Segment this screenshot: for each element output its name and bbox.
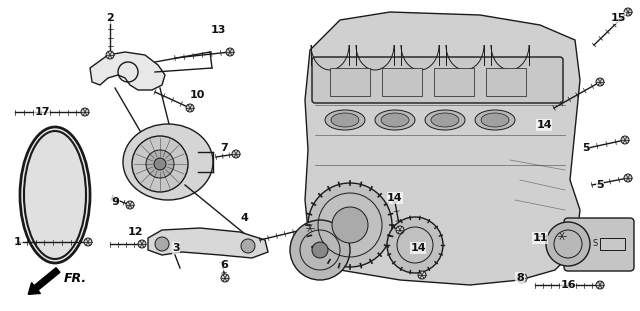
Text: 11: 11 [532,233,548,243]
Text: S: S [593,239,598,248]
Text: 5: 5 [582,143,590,153]
Bar [330,68,370,96]
Ellipse shape [481,113,509,127]
Text: 2: 2 [106,13,114,23]
Ellipse shape [475,110,515,130]
Circle shape [418,271,426,279]
Circle shape [312,242,328,258]
Circle shape [186,104,194,112]
Text: 14: 14 [387,193,403,203]
Polygon shape [90,52,165,90]
Text: 5: 5 [596,180,604,190]
Text: 1: 1 [14,237,22,247]
Circle shape [221,274,229,282]
Text: 13: 13 [211,25,226,35]
Ellipse shape [381,113,409,127]
Circle shape [546,222,590,266]
Text: 12: 12 [127,227,143,237]
Ellipse shape [123,124,213,200]
Circle shape [332,207,368,243]
FancyBboxPatch shape [564,218,634,271]
Circle shape [558,232,566,240]
Circle shape [306,224,314,232]
Text: 10: 10 [189,90,205,100]
Circle shape [308,183,392,267]
FancyBboxPatch shape [312,57,563,103]
Ellipse shape [22,129,88,261]
Circle shape [621,136,629,144]
Circle shape [81,108,89,116]
Circle shape [154,158,166,170]
Circle shape [226,48,234,56]
Text: 14: 14 [410,243,426,253]
Circle shape [596,281,604,289]
Text: 17: 17 [35,107,50,117]
Text: 15: 15 [611,13,626,23]
Circle shape [106,51,114,59]
Text: 4: 4 [240,213,248,223]
Circle shape [126,201,134,209]
Circle shape [132,136,188,192]
Text: 14: 14 [536,120,552,130]
Circle shape [596,78,604,86]
Circle shape [241,239,255,253]
Text: 9: 9 [111,197,119,207]
Text: 7: 7 [220,143,228,153]
Circle shape [517,273,527,283]
Ellipse shape [375,110,415,130]
Text: 16: 16 [560,280,576,290]
Bar [434,68,474,96]
Ellipse shape [425,110,465,130]
FancyArrow shape [28,268,60,294]
Circle shape [146,150,174,178]
Bar [382,68,422,96]
Text: 8: 8 [516,273,524,283]
Circle shape [155,237,169,251]
Ellipse shape [325,110,365,130]
Circle shape [624,174,632,182]
Circle shape [624,8,632,16]
Ellipse shape [331,113,359,127]
Circle shape [232,150,240,158]
Circle shape [387,217,443,273]
Circle shape [396,226,404,234]
Polygon shape [305,12,580,285]
Text: FR.: FR. [64,272,87,285]
Text: 3: 3 [172,243,180,253]
Ellipse shape [431,113,459,127]
Text: 6: 6 [220,260,228,270]
Bar [486,68,526,96]
Circle shape [138,240,146,248]
Bar [600,238,625,250]
Circle shape [84,238,92,246]
Polygon shape [148,228,268,258]
Circle shape [290,220,350,280]
